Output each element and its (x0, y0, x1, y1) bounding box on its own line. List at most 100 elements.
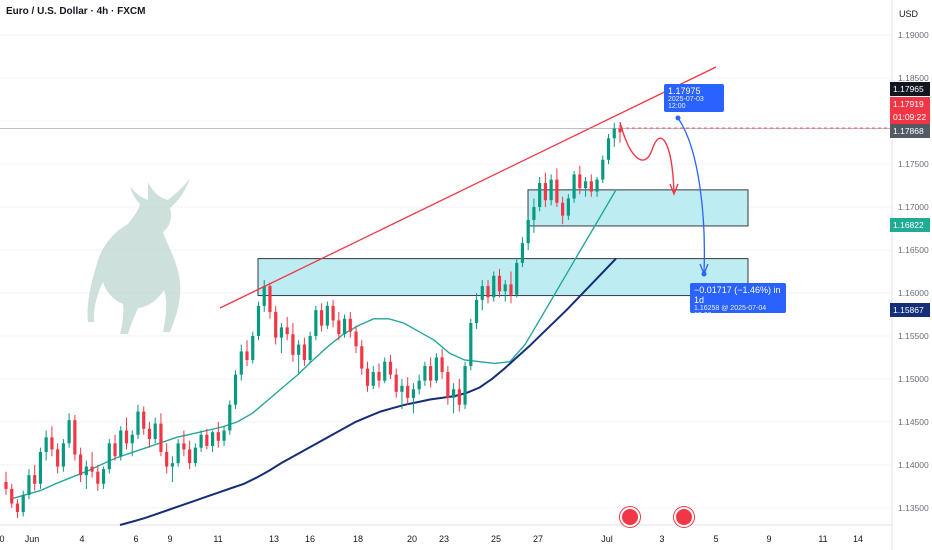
candle-body (532, 207, 536, 220)
projection-path (619, 121, 675, 193)
candle-body (285, 327, 289, 335)
candle-body (601, 159, 605, 180)
candle-body (136, 411, 140, 435)
candle-body (78, 454, 83, 476)
time-tick: 3 (659, 534, 664, 544)
time-tick: 11 (213, 534, 222, 544)
candle-body (371, 372, 375, 386)
candle-body (606, 138, 611, 160)
candle-body (480, 286, 484, 300)
candle-body (515, 262, 519, 295)
candle-body (107, 443, 111, 470)
candle-body (400, 385, 404, 392)
time-tick: 0 (0, 534, 5, 544)
measure-label: −0.01717 (−1.46%) in 1d 1.16258 @ 2025-0… (690, 283, 786, 319)
candle-body (262, 286, 266, 306)
candle-body (411, 389, 416, 398)
candle-body (325, 305, 329, 326)
candle-body (176, 443, 180, 464)
price-tick: 1.15000 (898, 374, 929, 384)
event-icon-eu[interactable] (620, 507, 640, 527)
candle-body (239, 351, 243, 375)
candle-body (268, 286, 272, 312)
time-tick: 6 (133, 534, 138, 544)
candle-body (474, 299, 479, 324)
candle-body (27, 475, 31, 495)
time-axis: 0 Jun 4 6 9 11 13 16 18 20 23 25 27 Jul 3 5 9 11 14 (0, 524, 892, 544)
time-tick: 9 (766, 534, 771, 544)
candle-body (538, 182, 542, 208)
candle-body (566, 198, 570, 216)
candle-body (279, 327, 284, 338)
target-date: 2025-07-03 12:00 (668, 96, 704, 110)
candle-body (21, 494, 25, 513)
price-tick: 1.17000 (898, 202, 929, 212)
candle-body (549, 179, 553, 201)
candle-body (348, 318, 352, 332)
candle-body (44, 437, 48, 452)
candle-body (61, 443, 65, 467)
target-price: 1.17975 (668, 86, 701, 96)
candle-body (365, 368, 370, 386)
candle-body (159, 423, 163, 452)
measure-path (677, 117, 705, 273)
candle-body (520, 243, 525, 263)
price-tick: 1.16500 (898, 245, 929, 255)
currency-label: USD (898, 9, 918, 19)
price-tick: 1.19000 (898, 30, 929, 40)
ma-slow-line (119, 257, 617, 526)
candle-body (331, 305, 335, 321)
candle-body (291, 334, 295, 355)
time-tick: Jul (601, 534, 613, 544)
candle-body (463, 366, 467, 405)
candle-body (377, 372, 381, 381)
chart-title: Euro / U.S. Dollar · 4h · FXCM (6, 6, 146, 17)
time-tick: 20 (407, 534, 417, 544)
candle-body (96, 471, 100, 484)
price-tick: 1.15500 (898, 331, 929, 341)
candle-body (572, 174, 576, 199)
candle-body (4, 482, 8, 489)
candle-body (446, 372, 450, 398)
projection-arrow (669, 183, 679, 196)
event-icon-us[interactable] (674, 507, 694, 527)
candle-body (526, 219, 530, 244)
candle-body (342, 318, 347, 335)
candle-body (417, 380, 421, 390)
candle-body (555, 179, 559, 203)
candle-body (561, 202, 565, 216)
candle-body (314, 310, 318, 336)
candle-body (119, 430, 123, 457)
ma-fast-line (9, 189, 617, 500)
candle-body (589, 181, 593, 192)
candle-body (147, 428, 152, 440)
candle-body (354, 331, 358, 347)
candle-body (101, 469, 106, 484)
price-tick: 1.16000 (898, 288, 929, 298)
candle-body (210, 432, 215, 446)
price-tag: 1.17965 (890, 82, 930, 96)
candle-body (142, 411, 146, 429)
candle-body (124, 430, 129, 444)
candle-body (308, 335, 312, 361)
candle-body (56, 449, 60, 467)
price-tick: 1.17500 (898, 159, 929, 169)
candle-body (233, 374, 238, 405)
candle-body (193, 447, 197, 464)
price-tick: 1.18500 (898, 73, 929, 83)
price-tag: 01:09:22 (890, 110, 930, 124)
candle-body (406, 385, 410, 398)
candle-body (360, 346, 364, 369)
candle-body (274, 311, 278, 338)
candle-body (216, 432, 220, 441)
measure-change: −0.01717 (−1.46%) in 1d (694, 285, 781, 305)
target-price-label: 1.17975 2025-07-03 12:00 (664, 84, 724, 112)
time-tick: 18 (353, 534, 363, 544)
time-tick: 27 (533, 534, 543, 544)
candle-body (497, 275, 502, 292)
price-tick: 1.14500 (898, 417, 929, 427)
candles (4, 122, 622, 519)
candle-body (188, 449, 192, 464)
time-tick: 13 (269, 534, 279, 544)
measure-end-point (701, 271, 707, 277)
